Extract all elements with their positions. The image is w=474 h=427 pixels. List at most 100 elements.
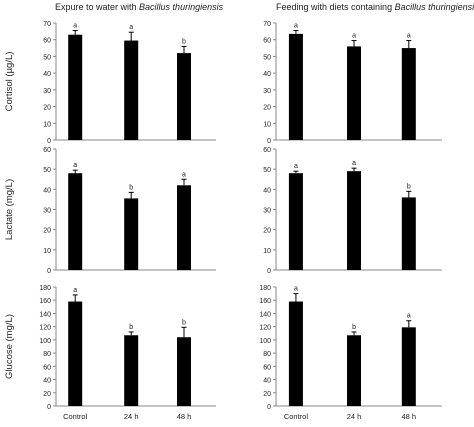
y-tick-label: 10 (263, 248, 271, 255)
significance-letter: a (352, 33, 356, 40)
bar (124, 40, 139, 140)
significance-letter: a (73, 23, 77, 30)
y-tick-label: 50 (263, 167, 271, 174)
significance-letter: b (129, 184, 133, 191)
y-tick-label: 40 (43, 378, 51, 385)
column-title-prefix: Feeding with diets containing (276, 2, 395, 12)
y-tick-label: 30 (43, 88, 51, 95)
y-tick-label: 20 (263, 228, 271, 235)
y-tick-label: 10 (43, 121, 51, 128)
y-tick-label: 40 (43, 187, 51, 194)
y-tick-label: 30 (263, 208, 271, 215)
y-tick-label: 50 (43, 54, 51, 61)
x-tick-label: Control (63, 412, 88, 421)
y-tick-label: 0 (47, 138, 51, 145)
bar (347, 335, 362, 406)
y-tick-label: 30 (43, 208, 51, 215)
y-tick-label: 60 (263, 364, 271, 371)
column-title-species: Bacillus thuringiensis (394, 2, 474, 12)
significance-letter: a (352, 160, 356, 167)
significance-letter: a (182, 171, 186, 178)
y-tick-label: 40 (263, 187, 271, 194)
bar (288, 301, 303, 406)
significance-letter: b (129, 324, 133, 331)
significance-letter: a (129, 24, 133, 31)
significance-letter: b (352, 324, 356, 331)
y-tick-label: 60 (43, 38, 51, 45)
y-tick-label: 70 (43, 21, 51, 28)
significance-letter: a (407, 33, 411, 40)
significance-letter: a (294, 23, 298, 30)
y-tick-label: 40 (263, 71, 271, 78)
y-tick-label: 0 (47, 268, 51, 275)
y-tick-label: 100 (259, 338, 271, 345)
bar (288, 33, 303, 140)
y-tick-label: 60 (263, 38, 271, 45)
bar (177, 337, 191, 406)
bar (288, 173, 303, 270)
y-tick-label: 20 (43, 228, 51, 235)
y-tick-label: 40 (263, 378, 271, 385)
bar (68, 34, 83, 141)
column-title-species: Bacillus thuringiensis (139, 2, 224, 12)
y-tick-label: 160 (259, 298, 271, 305)
bar (401, 327, 416, 406)
bar (68, 173, 83, 270)
significance-letter: b (182, 319, 186, 326)
y-tick-label: 60 (43, 147, 51, 154)
column-title-diet-feeding: Feeding with diets containing Bacillus t… (276, 2, 474, 12)
bar (68, 301, 83, 406)
bar (177, 185, 191, 270)
x-tick-label: 24 h (124, 412, 139, 421)
y-tick-label: 80 (263, 351, 271, 358)
significance-letter: a (407, 313, 411, 320)
column-title-prefix: Expure to water with (55, 2, 140, 12)
significance-letter: a (73, 162, 77, 169)
y-axis-title: Glucose (mg/L) (4, 314, 15, 379)
y-tick-label: 120 (259, 325, 271, 332)
y-tick-label: 20 (43, 391, 51, 398)
y-tick-label: 20 (263, 105, 271, 112)
y-tick-label: 0 (267, 404, 271, 411)
y-tick-label: 140 (39, 311, 51, 318)
significance-letter: a (73, 287, 77, 294)
y-tick-label: 20 (263, 391, 271, 398)
bar (347, 46, 362, 140)
y-tick-label: 10 (263, 121, 271, 128)
significance-letter: a (294, 286, 298, 293)
bar (124, 335, 139, 406)
column-title-water-exposure: Expure to water with Bacillus thuringien… (55, 2, 223, 12)
y-tick-label: 40 (43, 71, 51, 78)
significance-letter: b (182, 38, 186, 45)
x-tick-label: 24 h (347, 412, 362, 421)
y-tick-label: 140 (259, 311, 271, 318)
bar (401, 48, 416, 141)
y-tick-label: 30 (263, 88, 271, 95)
significance-letter: b (407, 183, 411, 190)
y-axis-title: Lactate (mg/L) (4, 179, 15, 240)
bar (401, 197, 416, 270)
y-tick-label: 50 (263, 54, 271, 61)
x-tick-label: Control (284, 412, 309, 421)
y-tick-label: 50 (43, 167, 51, 174)
y-tick-label: 20 (43, 105, 51, 112)
bar (124, 198, 139, 270)
y-axis-title: Cortisol (µg/L) (4, 52, 15, 112)
y-tick-label: 160 (39, 298, 51, 305)
y-tick-label: 10 (43, 248, 51, 255)
y-tick-label: 80 (43, 351, 51, 358)
y-tick-label: 120 (39, 325, 51, 332)
x-tick-label: 48 h (177, 412, 192, 421)
y-tick-label: 70 (263, 21, 271, 28)
bar (347, 171, 362, 270)
y-tick-label: 180 (259, 285, 271, 292)
x-tick-label: 48 h (401, 412, 416, 421)
y-tick-label: 180 (39, 285, 51, 292)
y-tick-label: 60 (263, 147, 271, 154)
y-tick-label: 0 (267, 268, 271, 275)
y-tick-label: 60 (43, 364, 51, 371)
y-tick-label: 0 (47, 404, 51, 411)
bar (177, 53, 191, 141)
y-tick-label: 100 (39, 338, 51, 345)
